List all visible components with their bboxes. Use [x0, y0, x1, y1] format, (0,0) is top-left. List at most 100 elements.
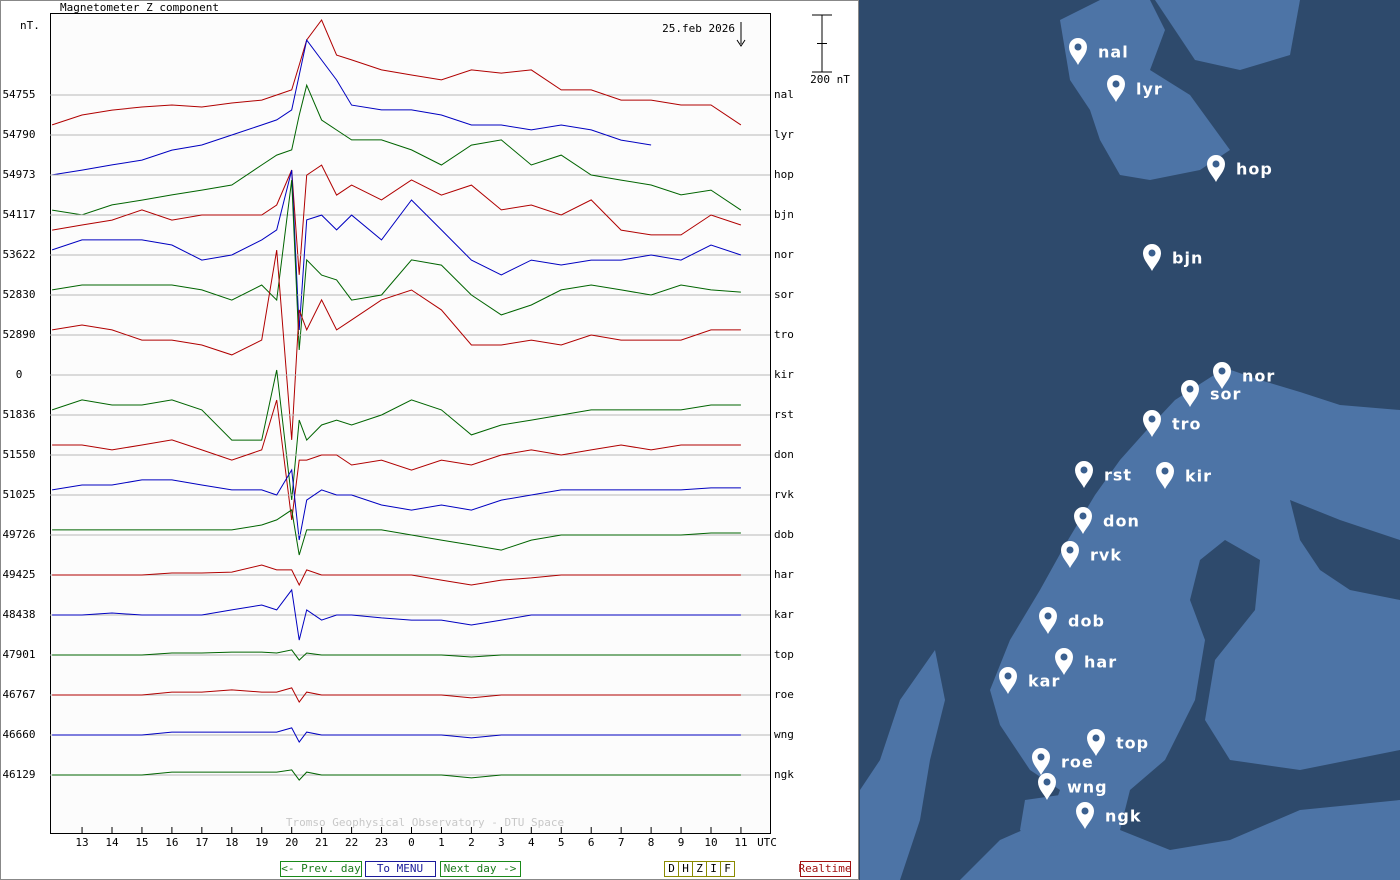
marker-label: rvk	[1090, 546, 1122, 565]
x-tick-label: 1	[438, 836, 445, 849]
component-button[interactable]	[720, 861, 735, 877]
marker-hole	[1148, 415, 1156, 423]
baseline-label: 54790	[2, 128, 35, 141]
trace	[52, 468, 741, 541]
baseline-label: 49726	[2, 528, 35, 541]
marker-label: wng	[1067, 778, 1108, 797]
nav-buttons: <- Prev. day To MENU Next day -> Realtim…	[280, 861, 852, 877]
map-marker[interactable]: kar	[999, 667, 1060, 694]
next-day-button[interactable]	[440, 861, 521, 877]
baltic-sea	[1120, 540, 1400, 850]
trace	[52, 769, 741, 781]
x-tick-label: 14	[105, 836, 119, 849]
x-tick-label: 18	[225, 836, 238, 849]
map-marker[interactable]: don	[1074, 507, 1140, 534]
land	[960, 368, 1400, 880]
component-label[interactable]: I	[710, 862, 717, 875]
realtime-button[interactable]	[800, 861, 851, 877]
map-marker[interactable]: rvk	[1061, 541, 1122, 568]
marker-label: top	[1116, 734, 1149, 753]
map-marker[interactable]: wng	[1038, 773, 1108, 800]
trace	[52, 399, 741, 521]
marker-label: tro	[1172, 415, 1202, 434]
trace	[52, 727, 741, 744]
marker-label: ngk	[1105, 807, 1141, 826]
component-label[interactable]: H	[682, 862, 689, 875]
station-label: wng	[774, 728, 794, 741]
marker-pin	[1061, 541, 1079, 568]
component-label[interactable]: F	[724, 862, 731, 875]
marker-pin	[1069, 38, 1087, 65]
map-marker[interactable]: har	[1055, 648, 1117, 675]
trace	[52, 509, 741, 556]
trace	[52, 180, 741, 351]
component-label[interactable]: Z	[696, 862, 703, 875]
marker-label: hop	[1236, 160, 1273, 179]
date-arrow-head	[736, 39, 746, 47]
baseline-label: 54117	[2, 208, 35, 221]
station-label: tro	[774, 328, 794, 341]
map-marker[interactable]: tro	[1143, 410, 1202, 437]
map-marker[interactable]: ngk	[1076, 802, 1141, 829]
prev-day-button[interactable]	[280, 861, 362, 877]
next-day-label[interactable]: Next day ->	[444, 862, 517, 875]
map-marker[interactable]: roe	[1032, 748, 1094, 775]
scale-label: 200 nT	[810, 73, 850, 86]
white-sea	[1290, 500, 1400, 600]
trace	[51, 19, 742, 126]
baseline-label: 54973	[2, 168, 35, 181]
baseline-label: 51550	[2, 448, 35, 461]
map-marker[interactable]: bjn	[1143, 244, 1203, 271]
station-label: roe	[774, 688, 794, 701]
map-marker[interactable]: nal	[1069, 38, 1129, 65]
station-label: har	[774, 568, 794, 581]
station-label: kir	[774, 368, 794, 381]
marker-hole	[1161, 467, 1169, 475]
map-marker[interactable]: dob	[1039, 607, 1105, 634]
marker-hole	[1066, 546, 1074, 554]
x-tick-label: 8	[648, 836, 655, 849]
map-marker[interactable]: lyr	[1107, 75, 1163, 102]
map-marker[interactable]: hop	[1207, 155, 1273, 182]
marker-hole	[1092, 734, 1100, 742]
map-marker[interactable]: kir	[1156, 462, 1212, 489]
baseline-label: 46767	[2, 688, 35, 701]
marker-hole	[1044, 612, 1052, 620]
trace	[51, 369, 741, 500]
marker-hole	[1043, 778, 1051, 786]
x-tick-label: 13	[75, 836, 88, 849]
marker-label: lyr	[1136, 80, 1163, 99]
component-label[interactable]: D	[668, 862, 675, 875]
marker-hole	[1148, 249, 1156, 257]
x-tick-label: 0	[408, 836, 415, 849]
baseline-label: 54755	[2, 88, 35, 101]
map-marker[interactable]: sor	[1181, 380, 1241, 407]
trace	[52, 83, 742, 216]
baseline-label: 48438	[2, 608, 35, 621]
baseline-label: 51836	[2, 408, 35, 421]
prev-day-label[interactable]: <- Prev. day	[281, 862, 361, 875]
trace	[52, 588, 741, 641]
marker-pin	[999, 667, 1017, 694]
x-tick-label: 16	[165, 836, 178, 849]
map-marker[interactable]: rst	[1075, 461, 1132, 488]
station-label: bjn	[774, 208, 794, 221]
menu-button[interactable]	[365, 861, 436, 877]
marker-label: kir	[1185, 467, 1212, 486]
station-label: nal	[774, 88, 794, 101]
map-marker[interactable]: top	[1087, 729, 1149, 756]
trace	[52, 164, 742, 275]
x-tick-label: 17	[195, 836, 208, 849]
marker-pin	[1074, 507, 1092, 534]
land	[1155, 0, 1300, 70]
x-tick-label: 3	[498, 836, 505, 849]
baseline-label: 46660	[2, 728, 35, 741]
menu-label[interactable]: To MENU	[377, 862, 423, 875]
marker-pin	[1075, 461, 1093, 488]
map-marker[interactable]: nor	[1213, 362, 1275, 389]
land	[1060, 0, 1230, 180]
marker-pin	[1143, 410, 1161, 437]
trace	[52, 687, 741, 704]
realtime-label[interactable]: Realtime	[799, 862, 852, 875]
